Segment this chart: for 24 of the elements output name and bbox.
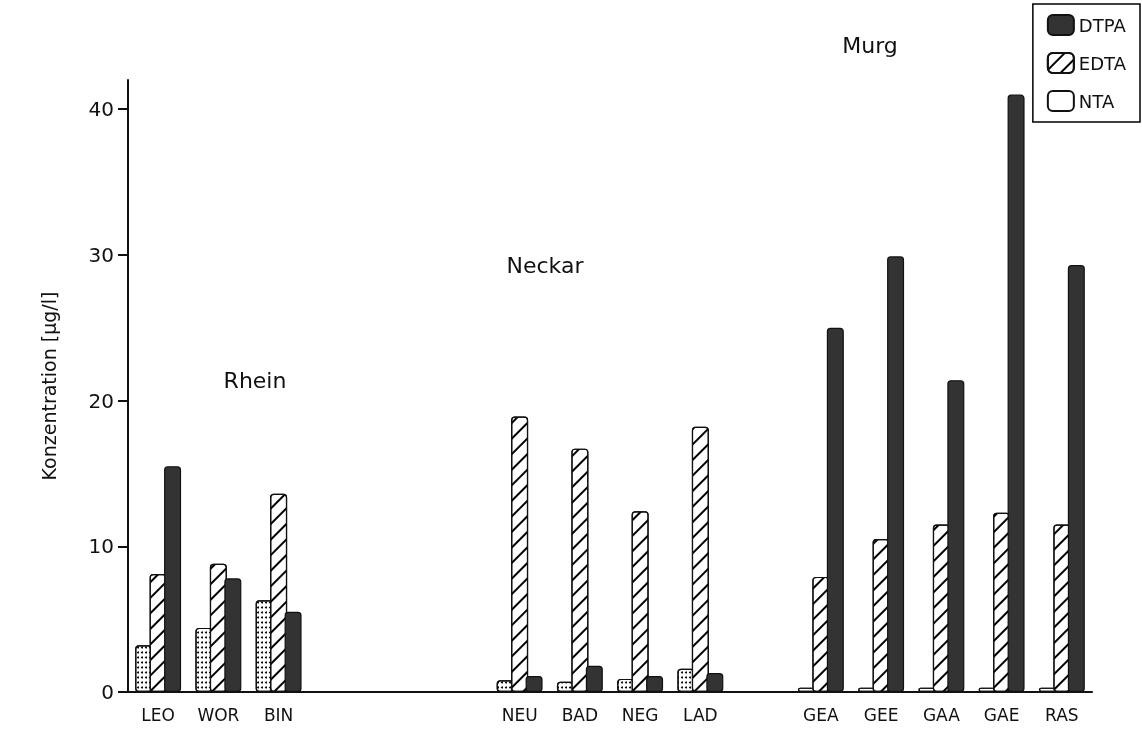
annotation: Neckar bbox=[506, 252, 585, 278]
legend-label: DTPA bbox=[1078, 14, 1127, 36]
x-tick-label: GEA bbox=[803, 704, 840, 725]
text: Murg bbox=[842, 32, 898, 58]
x-tick-label: NEG bbox=[621, 704, 659, 725]
legend-label: EDTA bbox=[1078, 52, 1127, 74]
y-tick-label: 10 bbox=[88, 534, 114, 559]
x-tick-label: GAE bbox=[983, 704, 1020, 725]
legend-label: NTA bbox=[1078, 90, 1115, 112]
x-tick-label: WOR bbox=[197, 704, 240, 725]
x-tick-label: BIN bbox=[263, 704, 294, 725]
y-tick-label: 20 bbox=[88, 388, 114, 413]
y-tick-label: 40 bbox=[88, 97, 114, 122]
x-tick-label: BAD bbox=[561, 704, 599, 725]
annotation: Rhein bbox=[223, 367, 287, 393]
x-tick-label: RAS bbox=[1045, 704, 1079, 725]
y-tick-label: 30 bbox=[88, 242, 114, 267]
x-tick-label: NEU bbox=[501, 704, 538, 725]
y-tick-label: 0 bbox=[101, 680, 114, 704]
x-tick-label: LAD bbox=[683, 704, 718, 725]
x-tick-label: LEO bbox=[141, 704, 175, 725]
y-axis-title: Konzentration [µg/l] bbox=[37, 291, 60, 481]
x-tick-label: GEE bbox=[863, 704, 899, 725]
x-tick-label: GAA bbox=[922, 704, 961, 725]
